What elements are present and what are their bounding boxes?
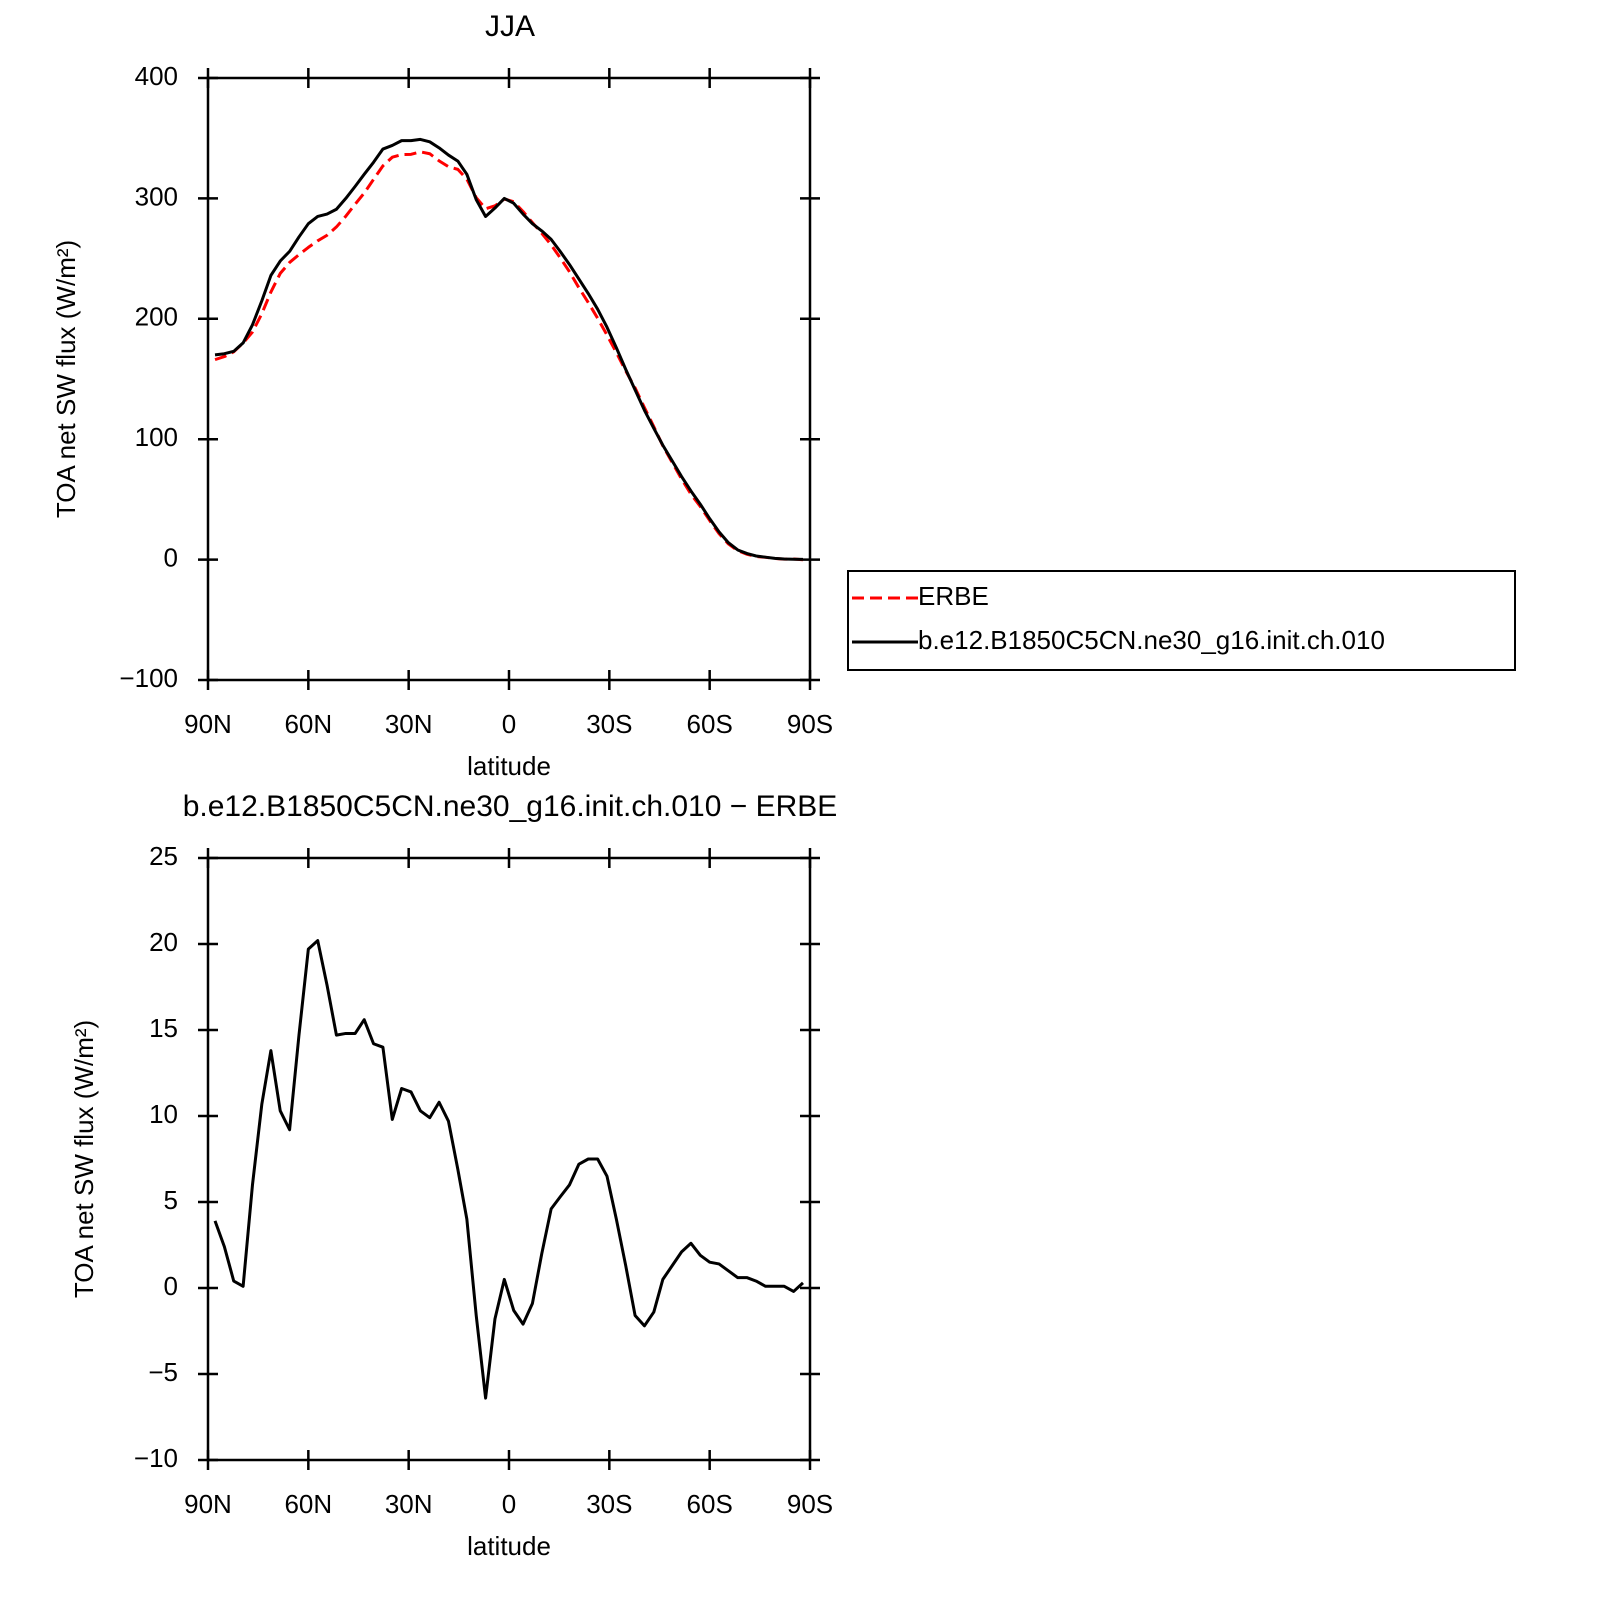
y-tick-label: 0 [164, 1271, 178, 1301]
legend-box [847, 570, 1516, 671]
y-tick-label: 300 [135, 181, 178, 211]
x-tick-label: 0 [502, 1489, 516, 1519]
x-tick-label: 60N [284, 1489, 332, 1519]
y-tick-label: 20 [149, 927, 178, 957]
y-tick-label: 10 [149, 1099, 178, 1129]
data-line [213, 939, 804, 1400]
y-tick-label: 0 [164, 542, 178, 572]
data-line [214, 150, 804, 562]
x-tick-label: 60N [284, 709, 332, 739]
x-tick-label: 30S [586, 709, 632, 739]
y-tick-label: 25 [149, 841, 178, 871]
x-tick-label: 90S [787, 709, 833, 739]
x-tick-label: 30N [385, 709, 433, 739]
x-tick-label: 90S [787, 1489, 833, 1519]
x-tick-label: 90N [184, 1489, 232, 1519]
x-tick-label: 60S [687, 1489, 733, 1519]
x-axis-label: latitude [467, 1531, 551, 1561]
y-axis-label: TOA net SW flux (W/m²) [69, 1020, 99, 1298]
legend-label: ERBE [918, 581, 989, 611]
x-axis-label: latitude [467, 751, 551, 781]
legend-label: b.e12.B1850C5CN.ne30_g16.init.ch.010 [918, 625, 1385, 655]
chart-title: b.e12.B1850C5CN.ne30_g16.init.ch.010 − E… [183, 790, 838, 823]
plot-frame [206, 76, 812, 682]
x-tick-label: 60S [687, 709, 733, 739]
y-tick-label: 5 [164, 1185, 178, 1215]
y-axis-label: TOA net SW flux (W/m²) [51, 240, 81, 518]
y-tick-label: −5 [148, 1357, 178, 1387]
x-tick-label: 30S [586, 1489, 632, 1519]
plot-frame [206, 856, 812, 1462]
chart-title: JJA [485, 10, 535, 43]
x-tick-label: 30N [385, 1489, 433, 1519]
x-tick-label: 90N [184, 709, 232, 739]
data-line [214, 137, 803, 561]
y-tick-label: 200 [135, 302, 178, 332]
y-tick-label: 100 [135, 422, 178, 452]
y-tick-label: 400 [135, 61, 178, 91]
y-tick-label: −100 [119, 663, 178, 693]
y-tick-label: 15 [149, 1013, 178, 1043]
y-tick-label: −10 [134, 1443, 178, 1473]
x-tick-label: 0 [502, 709, 516, 739]
